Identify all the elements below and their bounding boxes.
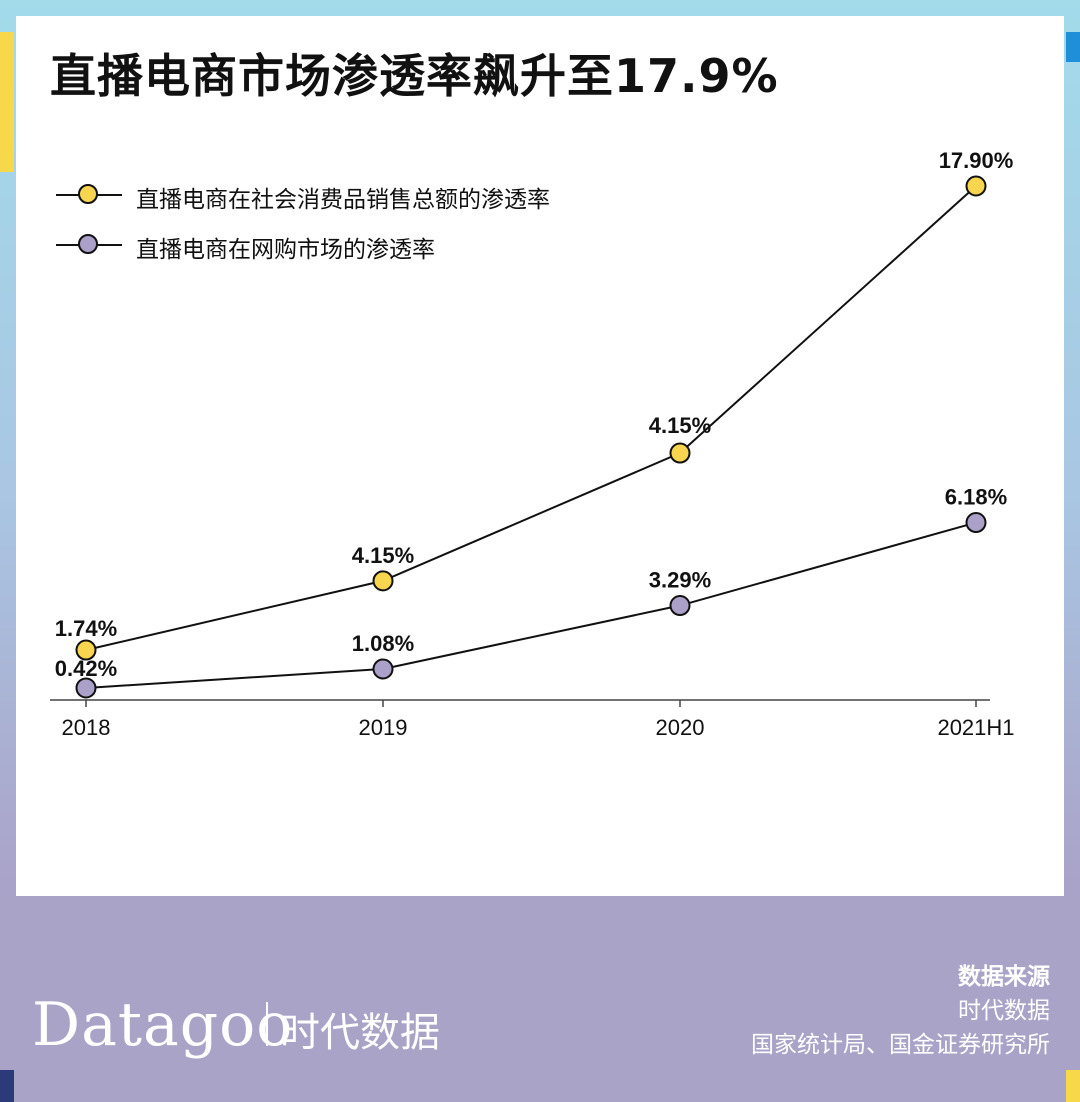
legend-marker-purple	[78, 234, 98, 254]
data-point	[372, 658, 394, 680]
footer-band	[0, 897, 1080, 1102]
legend-marker-yellow	[78, 184, 98, 204]
legend-label: 直播电商在网购市场的渗透率	[136, 237, 435, 263]
brand-separator	[266, 1002, 268, 1046]
legend-label: 直播电商在社会消费品销售总额的渗透率	[136, 187, 550, 213]
data-source: 数据来源 时代数据 国家统计局、国金证券研究所	[751, 960, 1050, 1062]
data-point	[75, 639, 97, 661]
brand-chinese-name: 时代数据	[280, 1010, 440, 1056]
series-line	[85, 521, 977, 689]
data-label: 17.90%	[939, 148, 1014, 173]
data-label: 3.29%	[649, 568, 711, 593]
accent-bar-right-bottom	[1066, 1070, 1080, 1102]
data-label: 4.15%	[649, 413, 711, 438]
data-point	[965, 175, 987, 197]
chart-card	[16, 16, 1064, 896]
x-tick-label: 2020	[656, 715, 705, 740]
data-point	[75, 677, 97, 699]
data-label: 6.18%	[945, 485, 1007, 510]
data-point	[965, 512, 987, 534]
brand-logo-text: Datagoo	[32, 990, 294, 1060]
x-tick-label: 2018	[62, 715, 111, 740]
data-label: 4.15%	[352, 543, 414, 568]
x-tick-label: 2021H1	[937, 715, 1014, 740]
accent-bar-left-bottom	[0, 1070, 14, 1102]
data-label: 1.08%	[352, 631, 414, 656]
legend: 直播电商在社会消费品销售总额的渗透率 直播电商在网购市场的渗透率	[56, 170, 676, 270]
data-label: 1.74%	[55, 616, 117, 641]
data-point	[372, 570, 394, 592]
source-line: 国家统计局、国金证券研究所	[751, 1032, 1050, 1058]
chart-title: 直播电商市场渗透率飙升至17.9%	[50, 49, 779, 103]
data-label: 0.42%	[55, 656, 117, 681]
data-point	[669, 442, 691, 464]
accent-bar-right-top	[1066, 32, 1080, 62]
accent-bar-left-top	[0, 32, 14, 172]
legend-item-series1: 直播电商在社会消费品销售总额的渗透率	[56, 170, 676, 220]
line-chart: 2018 2019 2020 2021H1 1.74% 4.15% 4.15% 17.90% 0…	[50, 148, 1015, 740]
source-title: 数据来源	[958, 964, 1050, 990]
legend-item-series2: 直播电商在网购市场的渗透率	[56, 220, 676, 270]
data-point	[669, 595, 691, 617]
series-line	[85, 185, 977, 652]
x-tick-label: 2019	[359, 715, 408, 740]
source-line: 时代数据	[958, 998, 1050, 1024]
